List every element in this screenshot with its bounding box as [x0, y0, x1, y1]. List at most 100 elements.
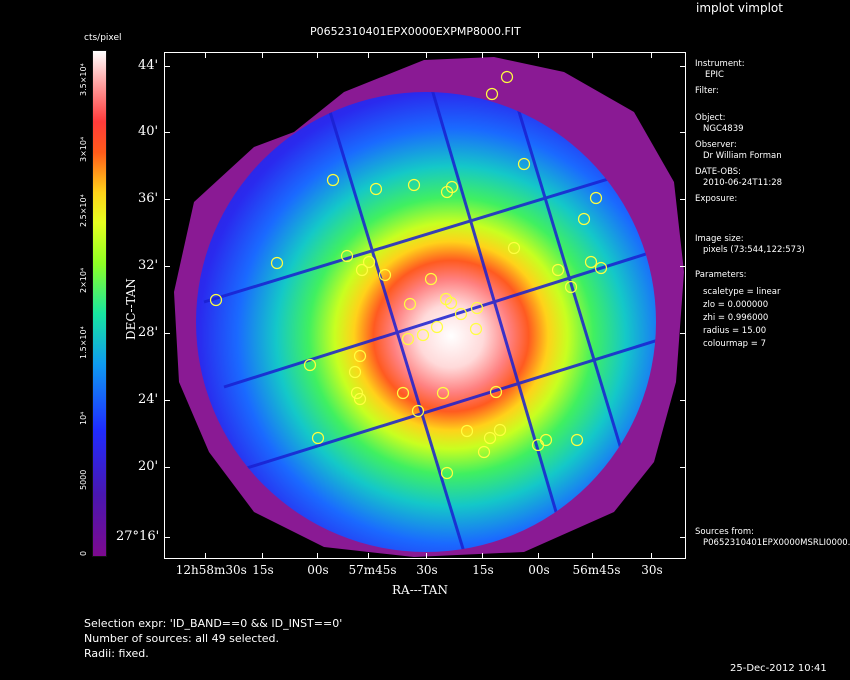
y-tick-mark	[164, 467, 170, 468]
y-tick-mark	[680, 537, 686, 538]
y-tick-label: 36'	[138, 191, 159, 206]
object-value: NGC4839	[703, 124, 744, 134]
source-circle	[401, 332, 415, 346]
source-circle	[369, 182, 383, 196]
x-tick-label: 57m45s	[348, 563, 397, 577]
y-tick-mark	[680, 266, 686, 267]
y-tick-label: 44'	[138, 58, 159, 73]
y-tick-mark	[164, 199, 170, 200]
source-circle	[493, 423, 507, 437]
source-circle	[500, 70, 514, 84]
source-circle	[270, 256, 284, 270]
source-circle	[209, 293, 223, 307]
y-tick-mark	[680, 467, 686, 468]
colorbar-tick-label: 2.5×10⁴	[79, 194, 88, 228]
x-tick-mark	[592, 553, 593, 559]
x-tick-mark	[262, 553, 263, 559]
colorbar-tick-label: 0	[79, 550, 88, 556]
colorbar-tick-label: 3×10⁴	[79, 136, 88, 162]
plot-frame	[164, 52, 686, 559]
x-tick-mark	[592, 52, 593, 58]
image-size-value: pixels (73:544,122:573)	[703, 245, 805, 255]
source-circle	[445, 180, 459, 194]
x-tick-mark	[538, 553, 539, 559]
y-tick-mark	[680, 66, 686, 67]
date-label: DATE-OBS:	[695, 167, 742, 177]
x-tick-label: 12h58m30s	[175, 563, 247, 577]
observer-value: Dr William Forman	[703, 151, 782, 161]
y-tick-label: 40'	[138, 124, 159, 139]
source-circle	[326, 173, 340, 187]
source-circle	[430, 320, 444, 334]
y-tick-mark	[164, 537, 170, 538]
sources-from-label: Sources from:	[695, 527, 754, 537]
x-tick-mark	[317, 553, 318, 559]
source-circle	[444, 296, 458, 310]
source-circle	[577, 212, 591, 226]
colorbar-tick-label: 5000	[79, 469, 88, 491]
source-circle	[424, 272, 438, 286]
source-circle	[407, 178, 421, 192]
colorbar-unit: cts/pixel	[84, 33, 122, 43]
image-title: P0652310401EPX0000EXPMP8000.FIT	[310, 25, 521, 38]
source-circle	[485, 87, 499, 101]
source-circle	[436, 386, 450, 400]
y-tick-mark	[680, 333, 686, 334]
x-tick-mark	[205, 553, 206, 559]
source-circle	[311, 431, 325, 445]
source-circle	[594, 261, 608, 275]
param-zhi: zhi = 0.996000	[703, 313, 769, 323]
source-circle	[403, 297, 417, 311]
selection-count: Number of sources: all 49 selected.	[84, 632, 280, 645]
xray-image[interactable]	[164, 52, 686, 559]
source-circle	[570, 433, 584, 447]
source-circle	[350, 386, 364, 400]
selection-info: Selection expr: 'ID_BAND==0 && ID_INST==…	[84, 616, 342, 661]
y-tick-mark	[680, 199, 686, 200]
x-tick-mark	[651, 52, 652, 58]
source-circle	[303, 358, 317, 372]
y-tick-mark	[680, 400, 686, 401]
x-tick-mark	[317, 52, 318, 58]
image-size-label: Image size:	[695, 234, 744, 244]
datestamp: 25-Dec-2012 10:41	[730, 663, 827, 674]
source-circle	[416, 328, 430, 342]
source-circle	[477, 445, 491, 459]
source-circle	[355, 263, 369, 277]
source-circle	[353, 392, 367, 406]
x-tick-mark	[482, 553, 483, 559]
source-circle	[411, 404, 425, 418]
source-circle	[483, 431, 497, 445]
x-tick-mark	[538, 52, 539, 58]
y-tick-label: 24'	[138, 392, 159, 407]
colorbar	[92, 50, 107, 557]
y-tick-mark	[164, 266, 170, 267]
x-tick-mark	[262, 52, 263, 58]
source-circle	[564, 280, 578, 294]
y-tick-mark	[164, 132, 170, 133]
source-circle	[589, 191, 603, 205]
instrument-label: Instrument:	[695, 59, 745, 69]
chip-gaps	[203, 92, 656, 552]
x-tick-label: 15s	[252, 563, 274, 577]
y-tick-label: 27°16'	[116, 529, 160, 544]
parameters-label: Parameters:	[695, 270, 747, 280]
instrument-value: EPIC	[705, 70, 724, 80]
app-title: implot vimplot	[696, 1, 783, 15]
source-circle	[440, 466, 454, 480]
y-tick-mark	[164, 333, 170, 334]
source-circle	[517, 157, 531, 171]
x-tick-mark	[482, 52, 483, 58]
param-colourmap: colourmap = 7	[703, 339, 766, 349]
param-zlo: zlo = 0.000000	[703, 300, 769, 310]
x-tick-label: 56m45s	[572, 563, 621, 577]
exposure-label: Exposure:	[695, 194, 738, 204]
x-tick-mark	[426, 52, 427, 58]
x-tick-label: 00s	[528, 563, 550, 577]
y-tick-label: 32'	[138, 258, 159, 273]
param-radius: radius = 15.00	[703, 326, 767, 336]
sources-from-value: P0652310401EPX0000MSRLI0000.F	[703, 538, 850, 548]
colorbar-tick-label: 1.5×10⁴	[79, 326, 88, 359]
y-tick-mark	[164, 400, 170, 401]
colorbar-tick-label: 10⁴	[79, 411, 88, 425]
